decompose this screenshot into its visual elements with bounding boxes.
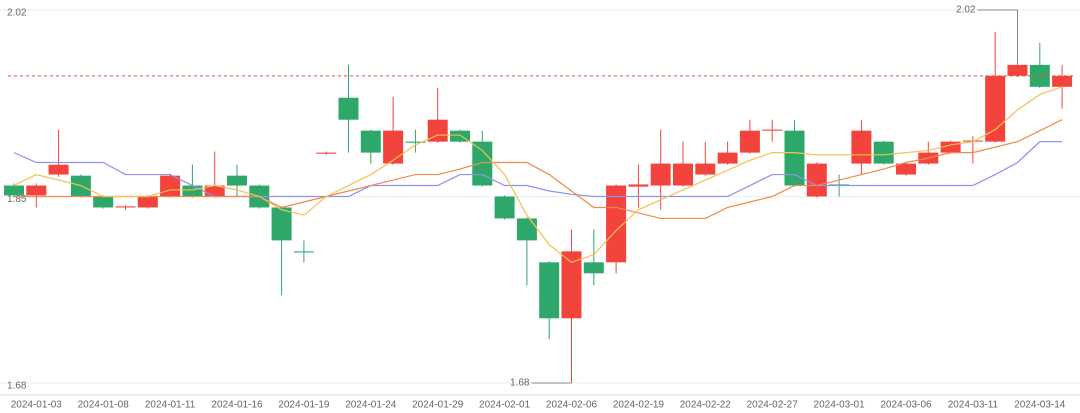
candle-body <box>583 262 604 274</box>
candle-body <box>940 141 961 153</box>
candle-body <box>873 141 894 164</box>
y-tick-label: 1.68 <box>7 381 27 392</box>
x-tick-label: 2024-02-19 <box>613 400 665 411</box>
candle-body <box>494 196 515 219</box>
candle-body <box>606 185 627 263</box>
y-tick-label: 1.85 <box>7 194 27 205</box>
x-tick-label: 2024-01-24 <box>345 400 397 411</box>
candle-body <box>316 152 337 154</box>
x-tick-label: 2024-01-08 <box>78 400 130 411</box>
candle-body <box>851 130 872 164</box>
candle-body <box>1052 75 1073 87</box>
candle-body <box>784 130 805 186</box>
x-tick-label: 2024-02-22 <box>680 400 732 411</box>
candle-body <box>48 164 69 175</box>
candle-body <box>338 97 359 120</box>
candle-body <box>405 141 426 143</box>
candle-body <box>160 175 181 197</box>
x-tick-label: 2024-01-16 <box>211 400 263 411</box>
candle-body <box>4 185 24 196</box>
x-tick-label: 2024-01-03 <box>11 400 63 411</box>
max-pointer <box>977 9 1018 65</box>
ma-line <box>14 119 1063 220</box>
candle-body <box>360 130 381 153</box>
candle-body <box>695 163 716 175</box>
candle-body <box>561 251 582 319</box>
candle-body <box>271 207 292 241</box>
x-tick-label: 2024-03-01 <box>814 400 866 411</box>
candle-body <box>227 175 247 186</box>
ma-line <box>13 86 1063 263</box>
candle-body <box>450 130 470 142</box>
candle-body <box>26 185 47 196</box>
candle-body <box>115 206 136 208</box>
candle-body <box>650 163 671 186</box>
x-tick-label: 2024-03-14 <box>1014 400 1066 411</box>
x-tick-label: 2024-01-29 <box>412 400 464 411</box>
max-label: 2.02 <box>956 5 976 16</box>
x-tick-label: 2024-03-11 <box>948 400 999 411</box>
candle-body <box>985 75 1006 142</box>
candle-body <box>762 129 783 131</box>
candle-body <box>539 262 560 319</box>
y-tick-label: 2.02 <box>7 8 27 19</box>
candle-body <box>1029 64 1050 87</box>
candle-body <box>1007 64 1028 76</box>
candle-body <box>628 184 649 187</box>
x-tick-label: 2024-01-19 <box>278 400 330 411</box>
candle-body <box>739 130 760 153</box>
candle-body <box>472 141 493 186</box>
candle-body <box>137 196 158 208</box>
candle-body <box>204 185 225 197</box>
x-tick-label: 2024-02-27 <box>747 400 799 411</box>
candle-body <box>293 251 314 253</box>
candle-body <box>427 119 448 142</box>
candle-body <box>717 152 738 164</box>
candle-body <box>806 163 827 197</box>
x-tick-label: 2024-02-06 <box>546 400 598 411</box>
candle-body <box>383 130 404 164</box>
candle-body <box>673 163 693 186</box>
candle-body <box>93 196 114 208</box>
x-tick-label: 2024-03-06 <box>880 400 932 411</box>
ma-line <box>13 141 1063 198</box>
x-tick-label: 2024-02-01 <box>479 400 531 411</box>
candle-body <box>896 163 916 175</box>
x-tick-label: 2024-01-11 <box>145 400 196 411</box>
candle-body <box>516 218 537 241</box>
min-label: 1.68 <box>510 378 530 389</box>
candle-body <box>182 185 203 197</box>
